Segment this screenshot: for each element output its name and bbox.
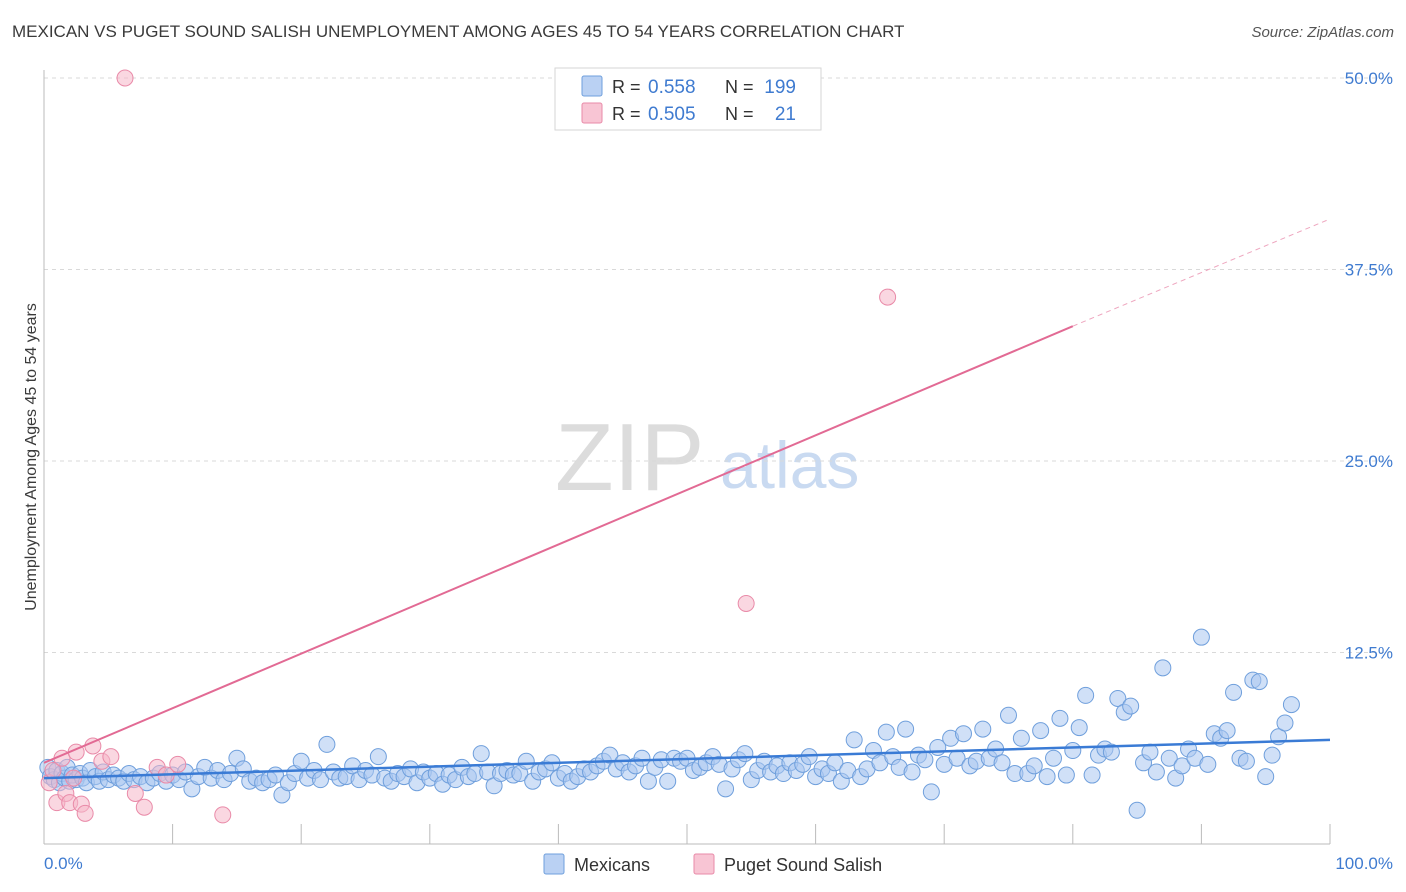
watermark-zip: ZIP [555, 404, 704, 511]
mexicans-point [1102, 743, 1120, 761]
mexicans-point [1154, 659, 1172, 677]
mexicans-point [1051, 709, 1069, 727]
mexicans-point [903, 763, 921, 781]
mexicans-point [1263, 746, 1281, 764]
mexicans-point [369, 748, 387, 766]
y-tick-labels: 12.5% 25.0% 37.5% 50.0% [1345, 69, 1393, 663]
salish-trend-line-extension [1072, 218, 1331, 327]
series-salish-points [40, 69, 897, 824]
mexicans-point [1038, 768, 1056, 786]
mexicans-point [954, 725, 972, 743]
mexicans-point [1109, 689, 1127, 707]
series-mexicans-points [39, 628, 1300, 819]
mexicans-point [472, 745, 490, 763]
mexicans-point [1199, 755, 1217, 773]
mexicans-point [897, 720, 915, 738]
mexicans-point [633, 749, 651, 767]
mexicans-point [1160, 749, 1178, 767]
mexicans-point [845, 731, 863, 749]
bottom-legend-label-mexicans: Mexicans [574, 855, 650, 875]
mexicans-point [1225, 683, 1243, 701]
mexicans-point [1250, 673, 1268, 691]
mexicans-point [1147, 763, 1165, 781]
mexicans-point [1025, 757, 1043, 775]
mexicans-point [639, 772, 657, 790]
salish-point [126, 784, 144, 802]
mexicans-point [1276, 714, 1294, 732]
mexicans-point [1064, 742, 1082, 760]
y-tick-label: 37.5% [1345, 261, 1393, 280]
mexicans-point [1057, 766, 1075, 784]
mexicans-point [659, 772, 677, 790]
legend-n-value-2: 21 [775, 104, 796, 125]
bottom-legend-label-salish: Puget Sound Salish [724, 855, 882, 875]
y-tick-label: 50.0% [1345, 69, 1393, 88]
y-tick-label: 25.0% [1345, 452, 1393, 471]
gridlines [44, 77, 1393, 653]
mexicans-point [311, 771, 329, 789]
x-tick-label-max: 100.0% [1335, 854, 1393, 873]
legend-swatch-mexicans [581, 75, 603, 97]
salish-point [214, 806, 232, 824]
mexicans-point [1128, 801, 1146, 819]
mexicans-point [1122, 697, 1140, 715]
bottom-legend-swatch-mexicans [543, 853, 565, 875]
legend-swatch-salish [581, 102, 603, 124]
mexicans-point [1077, 686, 1095, 704]
mexicans-point [1237, 752, 1255, 770]
x-tick-label-min: 0.0% [44, 854, 83, 873]
mexicans-point [517, 752, 535, 770]
mexicans-point [916, 751, 934, 769]
mexicans-point [1257, 768, 1275, 786]
mexicans-point [1173, 757, 1191, 775]
correlation-legend: R = 0.558 N = 199 R = 0.505 N = 21 [554, 67, 822, 131]
mexicans-point [1012, 729, 1030, 747]
salish-trend-line [43, 325, 1074, 764]
mexicans-point [1192, 628, 1210, 646]
bottom-legend-swatch-salish [693, 853, 715, 875]
salish-point [116, 69, 134, 87]
salish-point [737, 594, 755, 612]
salish-point [169, 755, 187, 773]
legend-r-value-2: 0.505 [648, 104, 696, 125]
watermark-atlas: atlas [720, 428, 859, 502]
mexicans-point [1032, 722, 1050, 740]
salish-point [76, 804, 94, 822]
series-legend: Mexicans Puget Sound Salish [543, 853, 882, 875]
mexicans-point [993, 754, 1011, 772]
chart-title: MEXICAN VS PUGET SOUND SALISH UNEMPLOYME… [12, 22, 905, 41]
mexicans-point [1218, 722, 1236, 740]
mexicans-point [1070, 719, 1088, 737]
mexicans-point [922, 783, 940, 801]
mexicans-point [1045, 749, 1063, 767]
y-tick-label: 12.5% [1345, 644, 1393, 663]
mexicans-point [1083, 766, 1101, 784]
legend-r-label-2: R = [612, 104, 641, 124]
legend-r-label-1: R = [612, 77, 641, 97]
mexicans-point [1282, 696, 1300, 714]
salish-point [879, 288, 897, 306]
source-label: Source: ZipAtlas.com [1251, 24, 1394, 41]
legend-n-label-1: N = [725, 77, 754, 97]
x-ticks [172, 824, 1331, 844]
mexicans-point [974, 720, 992, 738]
mexicans-point [877, 723, 895, 741]
mexicans-trend-line [43, 738, 1331, 780]
salish-point [102, 748, 120, 766]
mexicans-point [736, 745, 754, 763]
mexicans-point [1000, 706, 1017, 724]
mexicans-point [318, 735, 336, 753]
y-axis-title: Unemployment Among Ages 45 to 54 years [23, 303, 40, 611]
mexicans-point [601, 746, 619, 764]
legend-n-label-2: N = [725, 104, 754, 124]
salish-point [135, 798, 153, 816]
legend-r-value-1: 0.558 [648, 77, 696, 98]
mexicans-point [717, 780, 735, 798]
legend-n-value-1: 199 [764, 77, 796, 98]
